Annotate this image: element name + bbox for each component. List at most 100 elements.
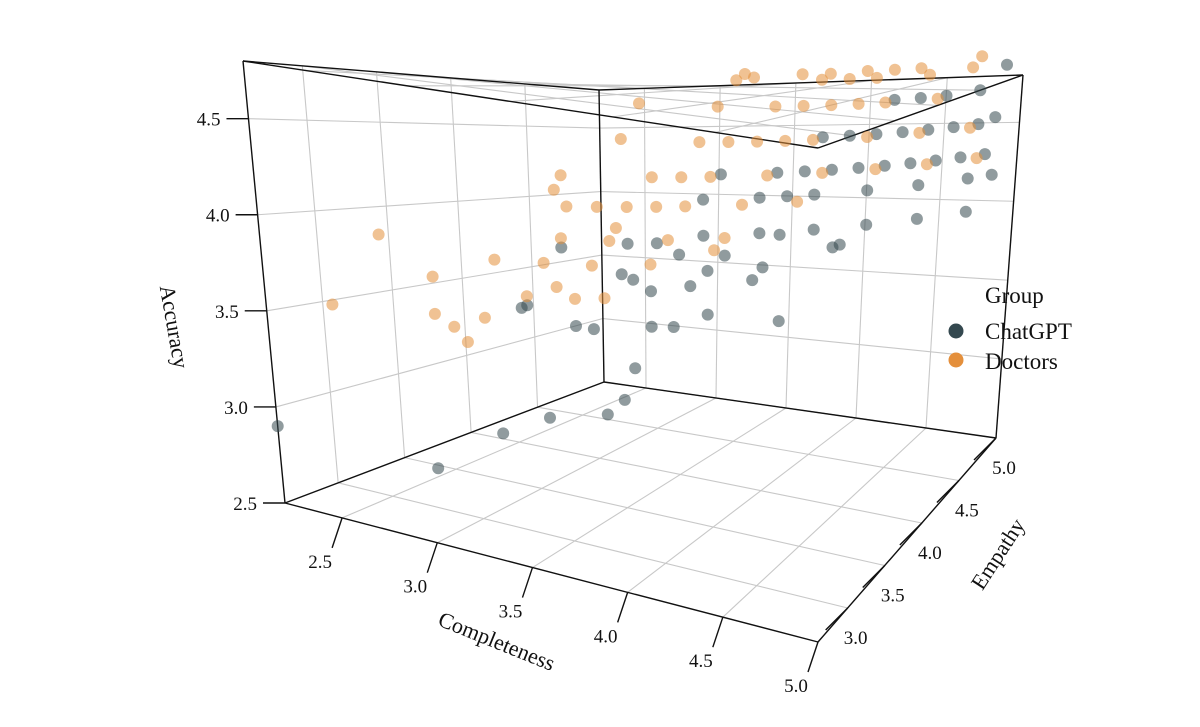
- point-chatgpt: [947, 121, 960, 134]
- floor-grid-line-y: [537, 406, 960, 482]
- back-wall-grid-line-z: [602, 317, 1002, 360]
- point-chatgpt: [954, 151, 967, 164]
- point-doctors: [970, 152, 983, 165]
- point-doctors: [693, 136, 706, 149]
- point-doctors: [372, 228, 385, 241]
- z-axis-tick-label: 2.5: [233, 494, 257, 515]
- point-chatgpt: [570, 320, 582, 332]
- point-chatgpt: [771, 166, 784, 179]
- frame-edge: [242, 60, 819, 149]
- point-chatgpt: [772, 315, 785, 328]
- grid-layer: [248, 65, 1024, 643]
- point-doctors: [478, 311, 491, 324]
- point-chatgpt: [521, 299, 534, 312]
- point-chatgpt: [860, 218, 873, 231]
- point-doctors: [560, 200, 573, 213]
- point-chatgpt: [904, 157, 917, 170]
- point-chatgpt: [959, 205, 972, 218]
- left-wall-grid-line-z: [266, 254, 602, 312]
- point-doctors: [931, 92, 944, 105]
- z-axis-title: Accuracy: [155, 283, 194, 370]
- point-doctors: [888, 63, 901, 76]
- point-chatgpt: [912, 179, 925, 192]
- point-chatgpt: [697, 229, 710, 242]
- point-doctors: [645, 171, 658, 184]
- y-axis-tick-label: 3.5: [881, 586, 905, 607]
- point-doctors: [861, 131, 874, 143]
- point-chatgpt: [843, 129, 856, 142]
- point-doctors: [913, 126, 926, 139]
- point-doctors: [791, 195, 804, 208]
- point-chatgpt: [701, 264, 714, 277]
- x-axis-tick: [521, 567, 534, 598]
- point-chatgpt: [1001, 58, 1013, 71]
- point-doctors: [779, 134, 792, 147]
- z-axis-tick-label: 4.5: [197, 110, 221, 131]
- point-doctors: [704, 170, 717, 183]
- frame-edge: [242, 60, 286, 504]
- ceiling-grid-line-y: [302, 65, 853, 137]
- point-chatgpt: [852, 161, 865, 174]
- x-axis-tick: [712, 616, 724, 648]
- legend-label-chatgpt: ChatGPT: [985, 319, 1072, 344]
- point-doctors: [633, 97, 645, 110]
- y-axis-tick-label: 4.5: [955, 501, 979, 522]
- point-doctors: [769, 100, 782, 113]
- point-chatgpt: [645, 320, 658, 333]
- point-doctors: [590, 200, 603, 213]
- point-chatgpt: [808, 188, 821, 201]
- left-wall-grid-line-z: [248, 118, 600, 129]
- point-chatgpt: [697, 193, 710, 206]
- point-chatgpt: [888, 93, 901, 106]
- point-doctors: [718, 232, 731, 244]
- back-wall-grid-line-x: [643, 88, 647, 389]
- point-chatgpt: [645, 285, 657, 298]
- point-chatgpt: [753, 191, 766, 204]
- frame-edge: [598, 74, 1024, 91]
- point-doctors: [650, 200, 663, 213]
- point-doctors: [964, 121, 976, 134]
- point-doctors: [816, 166, 829, 179]
- point-doctors: [708, 244, 721, 257]
- legend-label-doctors: Doctors: [985, 349, 1058, 374]
- point-chatgpt: [870, 128, 883, 141]
- point-doctors: [448, 320, 461, 333]
- point-chatgpt: [555, 241, 568, 254]
- x-axis-tick: [807, 641, 819, 673]
- legend: Group ChatGPT Doctors: [948, 283, 1072, 374]
- point-chatgpt: [587, 323, 600, 336]
- point-doctors: [661, 234, 674, 247]
- point-doctors: [711, 100, 724, 113]
- x-axis-tick-label: 2.5: [308, 552, 332, 573]
- x-axis-tick: [616, 592, 629, 623]
- point-chatgpt: [985, 168, 998, 181]
- point-doctors: [924, 68, 936, 81]
- point-doctors: [520, 290, 533, 303]
- point-doctors: [825, 99, 838, 112]
- point-doctors: [620, 201, 633, 213]
- point-chatgpt: [650, 237, 663, 250]
- point-doctors: [861, 65, 874, 77]
- point-chatgpt: [878, 159, 891, 172]
- point-doctors: [730, 74, 743, 87]
- point-doctors: [870, 71, 883, 84]
- x-axis-tick: [331, 517, 343, 549]
- point-doctors: [550, 281, 563, 293]
- z-axis-tick-label: 3.5: [215, 302, 239, 323]
- x-axis-title: Completeness: [435, 606, 559, 675]
- point-chatgpt: [910, 212, 923, 225]
- point-chatgpt: [989, 111, 1002, 124]
- legend-swatch-doctors: [948, 352, 964, 368]
- back-wall-grid-line-x: [925, 77, 948, 429]
- frame-edge: [242, 60, 600, 91]
- frame-edge: [995, 74, 1024, 439]
- point-chatgpt: [781, 190, 794, 203]
- back-wall-grid-line-z: [600, 191, 1014, 202]
- left-wall-grid-line-y: [375, 71, 406, 458]
- point-chatgpt: [667, 321, 680, 333]
- point-doctors: [585, 259, 598, 272]
- point-doctors: [807, 133, 819, 146]
- legend-swatch-chatgpt: [948, 323, 964, 339]
- frame-edge: [598, 89, 605, 383]
